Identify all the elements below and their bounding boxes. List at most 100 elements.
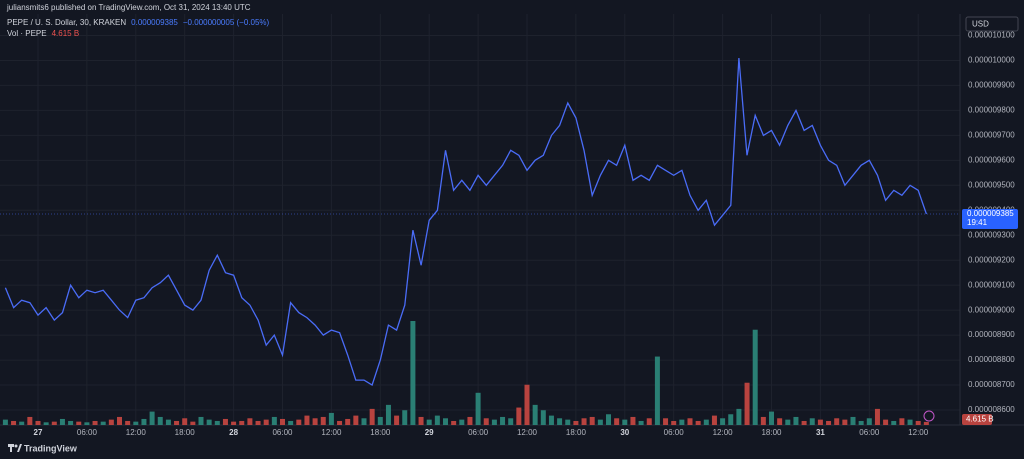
volume-bar bbox=[679, 419, 685, 425]
volume-bar bbox=[141, 418, 147, 425]
y-tick-label: 0.000009600 bbox=[968, 155, 1015, 164]
alert-icon[interactable] bbox=[923, 410, 935, 422]
volume-bar bbox=[736, 408, 742, 425]
volume-bar bbox=[720, 418, 726, 425]
volume-bar bbox=[744, 382, 750, 425]
volume-bar bbox=[451, 420, 457, 425]
volume-bar bbox=[760, 416, 766, 425]
volume-bar bbox=[475, 392, 481, 425]
legend-price: PEPE / U. S. Dollar, 30, KRAKEN 0.000009… bbox=[7, 18, 269, 27]
last-price-tag bbox=[962, 209, 1018, 230]
volume-bar bbox=[483, 418, 489, 425]
currency-label: USD bbox=[972, 20, 989, 29]
volume-bar bbox=[548, 415, 554, 425]
y-tick-label: 0.000008800 bbox=[968, 355, 1015, 364]
volume-bar bbox=[443, 418, 448, 425]
volume-bar bbox=[19, 421, 25, 425]
x-tick-label: 12:00 bbox=[713, 428, 734, 437]
volume-bar bbox=[777, 418, 783, 425]
volume-bar bbox=[491, 419, 497, 425]
volume-bar bbox=[630, 416, 636, 425]
volume-bar bbox=[394, 415, 400, 425]
y-tick-label: 0.000008600 bbox=[968, 405, 1015, 414]
volume-bar bbox=[524, 384, 530, 425]
volume-bar bbox=[809, 418, 815, 425]
volume-bar bbox=[703, 419, 709, 425]
brand-logo bbox=[8, 444, 22, 452]
volume-bar bbox=[353, 415, 359, 425]
x-tick-label: 06:00 bbox=[664, 428, 685, 437]
volume-bar bbox=[214, 420, 220, 425]
x-tick-label: 27 bbox=[34, 428, 43, 437]
volume-bar bbox=[874, 408, 880, 425]
volume-bar bbox=[133, 421, 139, 425]
volume-bar bbox=[402, 410, 408, 425]
volume-bar bbox=[654, 356, 660, 425]
volume-bar bbox=[117, 416, 122, 425]
volume-bar bbox=[883, 419, 889, 425]
volume-bar bbox=[149, 411, 155, 425]
publisher-line: juliansmits6 published on TradingView.co… bbox=[7, 3, 251, 12]
volume-bar bbox=[345, 418, 351, 425]
y-tick-label: 0.000008700 bbox=[968, 380, 1015, 389]
volume-bar bbox=[35, 420, 41, 425]
volume-bar bbox=[304, 415, 310, 425]
volume-bar bbox=[785, 419, 791, 425]
x-tick-label: 12:00 bbox=[126, 428, 147, 437]
volume-bar bbox=[157, 416, 163, 425]
y-tick-label: 0.000009000 bbox=[968, 305, 1015, 314]
x-tick-label: 12:00 bbox=[321, 428, 342, 437]
volume-bar bbox=[312, 418, 318, 425]
volume-bar bbox=[801, 420, 807, 425]
volume-bar bbox=[165, 419, 171, 425]
volume-bar bbox=[565, 419, 571, 425]
x-tick-label: 18:00 bbox=[370, 428, 391, 437]
y-tick-label: 0.000009300 bbox=[968, 230, 1015, 239]
volume-bar bbox=[540, 410, 546, 425]
volume-bar bbox=[793, 416, 799, 425]
x-tick-label: 06:00 bbox=[272, 428, 293, 437]
volume-bar bbox=[573, 420, 579, 425]
volume-bar bbox=[923, 421, 929, 425]
volume-tag-label: 4.615 B bbox=[966, 415, 994, 424]
volume-bar bbox=[263, 419, 269, 425]
volume-bar bbox=[369, 408, 375, 425]
volume-bar bbox=[206, 419, 212, 425]
volume-bar bbox=[426, 419, 432, 425]
volume-bar bbox=[508, 418, 514, 425]
y-tick-label: 0.000010100 bbox=[968, 31, 1015, 40]
volume-bar bbox=[711, 415, 717, 425]
volume-bar bbox=[850, 416, 856, 425]
symbol: PEPE / U. S. Dollar, 30, KRAKEN bbox=[7, 18, 127, 27]
volume-bar bbox=[51, 421, 57, 425]
x-tick-label: 18:00 bbox=[175, 428, 196, 437]
x-tick-label: 30 bbox=[620, 428, 629, 437]
currency-button[interactable] bbox=[965, 16, 1019, 32]
volume-bar bbox=[247, 418, 253, 425]
x-tick-label: 12:00 bbox=[908, 428, 929, 437]
volume-bar bbox=[769, 411, 774, 425]
volume-bar bbox=[834, 418, 840, 425]
volume-bar bbox=[695, 420, 701, 425]
volume-bar bbox=[222, 418, 228, 425]
last-price: 0.000009385 bbox=[131, 18, 178, 27]
y-tick-label: 0.000009500 bbox=[968, 180, 1015, 189]
volume-bar bbox=[589, 416, 595, 425]
x-tick-label: 29 bbox=[425, 428, 434, 437]
volume-bar bbox=[826, 420, 832, 425]
volume-bar bbox=[182, 418, 188, 425]
x-tick-label: 18:00 bbox=[761, 428, 782, 437]
volume-bar bbox=[76, 421, 82, 425]
volume-bar bbox=[231, 421, 237, 425]
volume-bar bbox=[418, 416, 424, 425]
last-price-label: 0.000009385 bbox=[967, 209, 1014, 218]
volume-bar bbox=[614, 418, 620, 425]
x-tick-label: 06:00 bbox=[77, 428, 98, 437]
volume-bar bbox=[328, 412, 334, 425]
volume-bar bbox=[817, 419, 823, 425]
volume-bar bbox=[361, 418, 367, 425]
volume-bar bbox=[459, 419, 465, 425]
